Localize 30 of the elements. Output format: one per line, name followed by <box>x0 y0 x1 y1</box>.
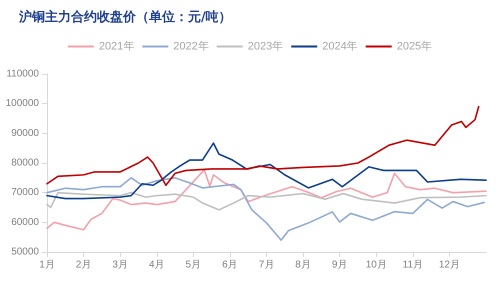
legend-label: 2022年 <box>173 40 209 52</box>
legend-label: 2023年 <box>248 40 284 52</box>
x-tick-label: 11月 <box>402 260 424 270</box>
legend-label: 2024年 <box>322 40 358 52</box>
x-tick-label: 1月 <box>39 260 55 270</box>
x-tick-label: 6月 <box>222 260 238 270</box>
y-tick-label: 110000 <box>6 68 40 80</box>
x-tick-label: 10月 <box>366 260 387 270</box>
legend-label: 2025年 <box>396 40 432 52</box>
y-tick-label: 70000 <box>11 187 40 198</box>
x-tick-label: 12月 <box>438 260 460 270</box>
y-tick-label: 90000 <box>11 128 40 139</box>
line-series <box>46 142 487 200</box>
y-tick-label: 50000 <box>11 246 40 258</box>
x-tick-label: 3月 <box>112 260 128 270</box>
x-tick-label: 4月 <box>148 260 165 270</box>
x-tick-label: 7月 <box>258 260 274 270</box>
x-tick-label: 2月 <box>76 260 92 270</box>
line-series <box>46 177 485 241</box>
y-tick-label: 60000 <box>11 216 40 228</box>
x-tick-label: 5月 <box>186 260 202 270</box>
y-tick-label: 100000 <box>6 98 40 110</box>
legend-label: 2021年 <box>98 40 134 52</box>
line-series <box>46 169 487 231</box>
x-tick-label: 8月 <box>295 260 311 270</box>
y-tick-label: 80000 <box>11 158 40 168</box>
x-tick-label: 9月 <box>332 260 348 270</box>
line-series <box>46 192 487 211</box>
line-series <box>46 106 480 186</box>
chart-title: 沪铜主力合约收盘价（单位：元/吨） <box>18 9 232 25</box>
